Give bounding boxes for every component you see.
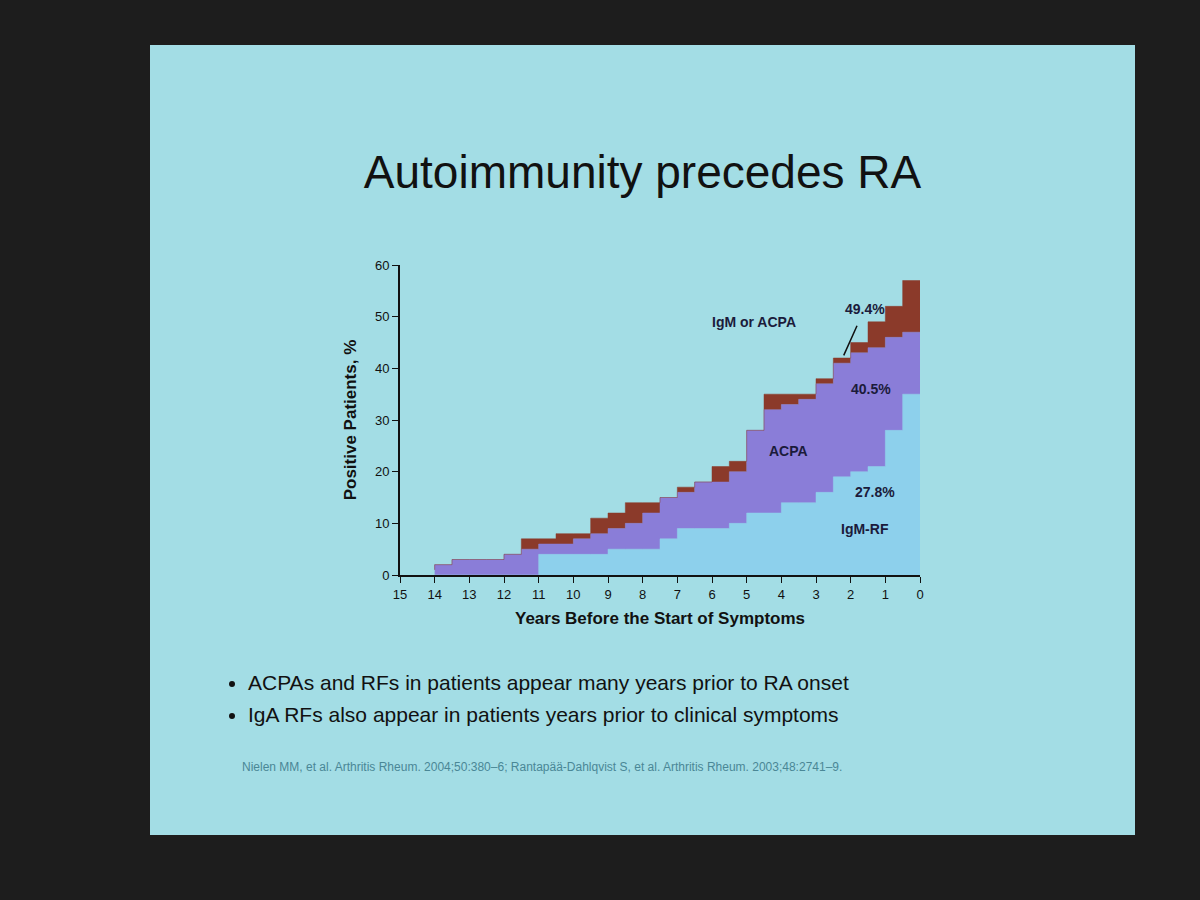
html-text:Autoimmunity precedes RA: Autoimmunity precedes RA	[363, 146, 922, 198]
svg-text:IgM or ACPA: IgM or ACPA	[712, 314, 796, 330]
svg-text:ACPA: ACPA	[769, 443, 808, 459]
svg-text:27.8%: 27.8%	[855, 484, 895, 500]
svg-text:13: 13	[462, 587, 476, 602]
svg-text:40: 40	[375, 361, 389, 376]
svg-text:10: 10	[375, 516, 389, 531]
svg-text:Positive Patients, %: Positive Patients, %	[341, 340, 360, 501]
html-text:IgA RFs also appear in patient: IgA RFs also appear in patients years pr…	[248, 702, 839, 726]
svg-text:Years Before the Start of Symp: Years Before the Start of Symptoms	[515, 609, 805, 628]
svg-text:6: 6	[708, 587, 715, 602]
svg-text:2: 2	[847, 587, 854, 602]
svg-text:12: 12	[497, 587, 511, 602]
html-text:Nielen MM, et al. Arthritis Rh: Nielen MM, et al. Arthritis Rheum. 2004;…	[242, 760, 843, 774]
svg-text:IgM-RF: IgM-RF	[841, 521, 889, 537]
svg-text:4: 4	[778, 587, 785, 602]
svg-text:0: 0	[382, 568, 389, 583]
svg-text:3: 3	[812, 587, 819, 602]
svg-text:30: 30	[375, 413, 389, 428]
svg-text:5: 5	[743, 587, 750, 602]
svg-text:40.5%: 40.5%	[851, 381, 891, 397]
html-text:ACPAs and RFs in patients appe: ACPAs and RFs in patients appear many ye…	[248, 671, 849, 694]
svg-text:15: 15	[393, 587, 407, 602]
svg-text:20: 20	[375, 464, 389, 479]
svg-text:1: 1	[882, 587, 889, 602]
svg-text:10: 10	[566, 587, 580, 602]
svg-text:60: 60	[375, 258, 389, 273]
svg-text:14: 14	[427, 587, 441, 602]
svg-text:7: 7	[674, 587, 681, 602]
svg-text:0: 0	[916, 587, 923, 602]
svg-text:50: 50	[375, 309, 389, 324]
svg-text:8: 8	[639, 587, 646, 602]
svg-text:9: 9	[604, 587, 611, 602]
svg-text:11: 11	[532, 587, 546, 602]
svg-text:49.4%: 49.4%	[845, 301, 885, 317]
